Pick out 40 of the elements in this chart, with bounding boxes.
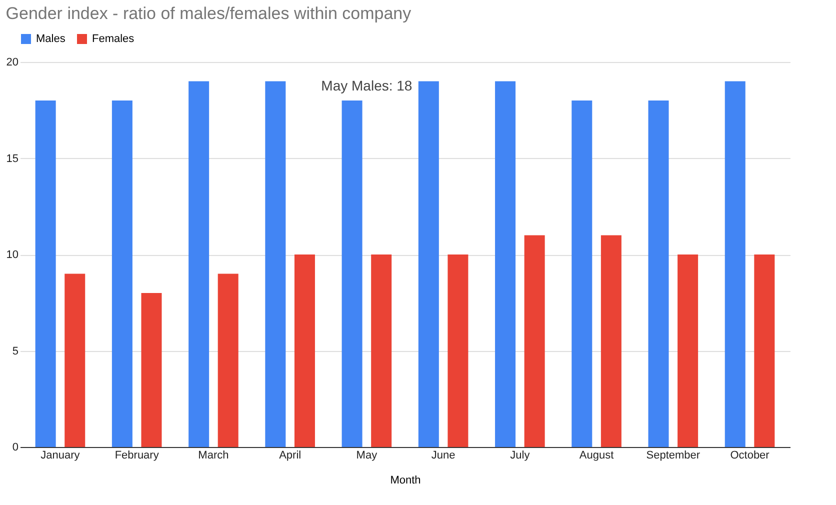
bar <box>218 274 238 447</box>
bar <box>35 100 56 447</box>
y-tick-label: 20 <box>6 56 18 68</box>
y-tick-label: 15 <box>6 152 18 165</box>
bar <box>678 254 698 447</box>
x-tick-label: July <box>510 450 530 462</box>
bar <box>724 81 746 447</box>
bar <box>600 235 622 447</box>
bar <box>495 81 516 447</box>
bar <box>448 254 468 447</box>
x-tick-label: March <box>198 450 229 462</box>
bar <box>342 100 362 447</box>
bar <box>418 81 439 447</box>
legend-label: Males <box>36 33 66 45</box>
x-tick-label: August <box>579 450 614 462</box>
x-tick-label: September <box>646 450 700 462</box>
bar <box>294 254 315 447</box>
x-tick-label: February <box>114 450 160 462</box>
x-axis-title: Month <box>390 474 421 486</box>
x-tick-label: January <box>40 450 80 462</box>
bar <box>188 81 210 447</box>
chart-title: Gender index - ratio of males/females within company <box>6 4 412 23</box>
x-tick-label: May <box>356 450 378 462</box>
bar <box>371 254 392 447</box>
annotation: May Males: 18 <box>321 78 412 94</box>
legend-label: Females <box>92 33 135 45</box>
bar <box>112 100 132 447</box>
bar <box>572 100 592 447</box>
bar <box>64 274 86 447</box>
y-tick-label: 5 <box>12 345 18 358</box>
x-tick-label: June <box>431 450 456 462</box>
x-tick-label: October <box>730 450 770 462</box>
bar <box>524 235 545 447</box>
bar <box>141 293 162 447</box>
bar <box>754 254 775 447</box>
y-tick-label: 0 <box>12 442 18 454</box>
bar <box>265 81 286 447</box>
y-tick-label: 10 <box>6 249 18 261</box>
bar <box>648 100 669 447</box>
x-tick-label: April <box>279 450 302 462</box>
